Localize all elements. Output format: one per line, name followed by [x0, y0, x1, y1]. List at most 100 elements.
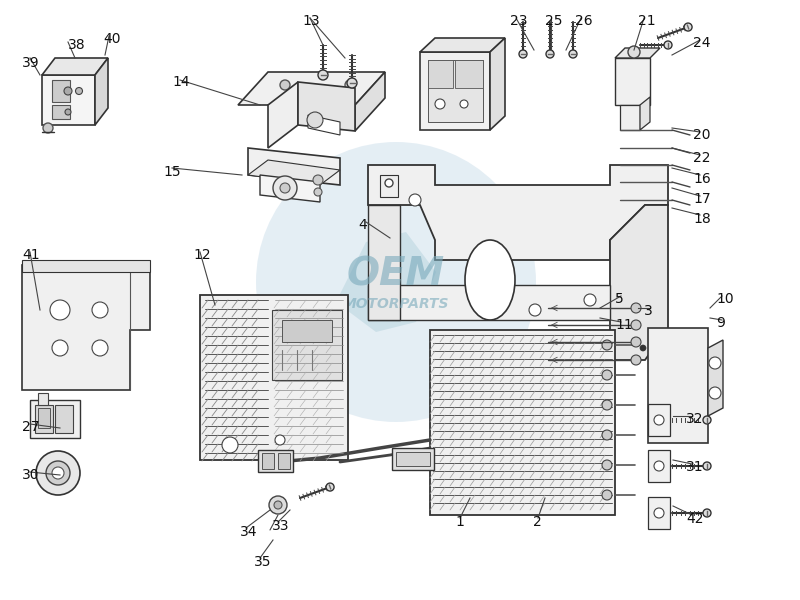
- Bar: [428, 60, 483, 122]
- Bar: [455, 60, 483, 88]
- Bar: [282, 320, 332, 342]
- Bar: [38, 393, 48, 405]
- Circle shape: [631, 355, 641, 365]
- Circle shape: [628, 46, 640, 58]
- Polygon shape: [615, 48, 660, 58]
- Text: 35: 35: [254, 555, 271, 569]
- Text: 33: 33: [272, 519, 290, 533]
- Bar: [278, 453, 290, 469]
- Bar: [262, 453, 274, 469]
- Circle shape: [345, 80, 355, 90]
- Circle shape: [43, 123, 53, 133]
- Bar: [52, 105, 70, 119]
- Circle shape: [75, 88, 82, 94]
- Circle shape: [602, 400, 612, 410]
- Polygon shape: [620, 105, 640, 130]
- Bar: [430, 330, 615, 515]
- Circle shape: [631, 320, 641, 330]
- Circle shape: [602, 460, 612, 470]
- Bar: [35, 405, 53, 433]
- Polygon shape: [336, 232, 436, 332]
- Text: 26: 26: [575, 14, 593, 28]
- Circle shape: [46, 461, 70, 485]
- Circle shape: [385, 179, 393, 187]
- Circle shape: [631, 337, 641, 347]
- Circle shape: [569, 50, 577, 58]
- Text: 34: 34: [240, 525, 258, 539]
- Polygon shape: [368, 165, 668, 260]
- Text: 32: 32: [686, 412, 703, 426]
- Bar: [258, 450, 293, 472]
- Polygon shape: [268, 82, 298, 148]
- Circle shape: [703, 462, 711, 470]
- Bar: [648, 404, 670, 436]
- Circle shape: [519, 50, 527, 58]
- Bar: [648, 497, 670, 529]
- Text: 9: 9: [716, 316, 725, 330]
- Text: 25: 25: [545, 14, 562, 28]
- Bar: [392, 448, 434, 470]
- Circle shape: [269, 496, 287, 514]
- Polygon shape: [610, 205, 668, 360]
- Bar: [648, 328, 708, 443]
- Text: 15: 15: [163, 165, 181, 179]
- Circle shape: [709, 387, 721, 399]
- Circle shape: [318, 70, 328, 80]
- Circle shape: [602, 490, 612, 500]
- Polygon shape: [22, 265, 150, 390]
- Polygon shape: [95, 58, 108, 125]
- Text: 2: 2: [533, 515, 542, 529]
- Circle shape: [280, 80, 290, 90]
- Circle shape: [65, 109, 71, 115]
- Circle shape: [347, 78, 357, 88]
- Circle shape: [307, 112, 323, 128]
- Circle shape: [274, 501, 282, 509]
- Text: 17: 17: [693, 192, 710, 206]
- Circle shape: [275, 435, 285, 445]
- Text: 18: 18: [693, 212, 710, 226]
- Text: 23: 23: [510, 14, 527, 28]
- Circle shape: [640, 345, 646, 351]
- Polygon shape: [368, 285, 610, 320]
- Text: 22: 22: [693, 151, 710, 165]
- Text: 3: 3: [644, 304, 653, 318]
- Circle shape: [703, 416, 711, 424]
- Text: 13: 13: [302, 14, 320, 28]
- Circle shape: [326, 483, 334, 491]
- Circle shape: [52, 467, 64, 479]
- Text: 42: 42: [686, 512, 703, 526]
- Text: 10: 10: [716, 292, 734, 306]
- Polygon shape: [615, 58, 650, 105]
- Polygon shape: [42, 75, 95, 125]
- Circle shape: [36, 451, 80, 495]
- Bar: [30, 400, 80, 438]
- Circle shape: [314, 188, 322, 196]
- Polygon shape: [308, 115, 340, 135]
- Circle shape: [602, 340, 612, 350]
- Circle shape: [584, 294, 596, 306]
- Circle shape: [273, 176, 297, 200]
- Polygon shape: [238, 72, 385, 105]
- Text: 41: 41: [22, 248, 40, 262]
- Text: 14: 14: [172, 75, 190, 89]
- Text: 11: 11: [615, 318, 633, 332]
- Polygon shape: [298, 82, 355, 131]
- Polygon shape: [42, 58, 108, 75]
- Text: 20: 20: [693, 128, 710, 142]
- Polygon shape: [490, 38, 505, 130]
- Circle shape: [222, 437, 238, 453]
- Circle shape: [709, 357, 721, 369]
- Bar: [380, 175, 398, 197]
- Bar: [648, 450, 670, 482]
- Polygon shape: [368, 205, 400, 320]
- Polygon shape: [248, 148, 340, 185]
- Circle shape: [664, 41, 672, 49]
- Circle shape: [460, 100, 468, 108]
- Circle shape: [435, 99, 445, 109]
- Bar: [22, 260, 150, 272]
- Text: 16: 16: [693, 172, 710, 186]
- Polygon shape: [420, 38, 505, 52]
- Bar: [272, 310, 342, 380]
- Bar: [200, 295, 348, 460]
- Bar: [396, 452, 430, 466]
